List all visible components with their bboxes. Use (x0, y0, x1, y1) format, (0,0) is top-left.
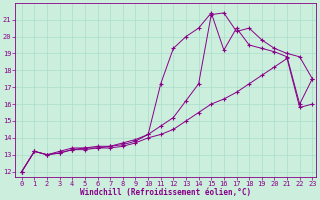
X-axis label: Windchill (Refroidissement éolien,°C): Windchill (Refroidissement éolien,°C) (80, 188, 251, 197)
